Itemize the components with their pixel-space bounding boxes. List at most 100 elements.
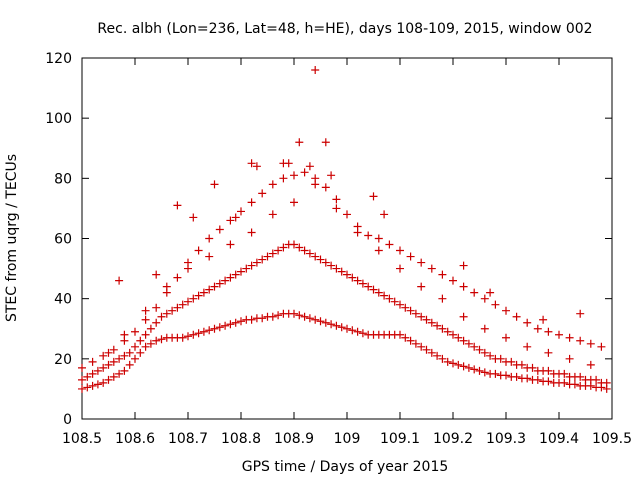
data-point <box>480 324 489 333</box>
data-point <box>168 306 177 315</box>
data-point <box>332 204 341 213</box>
data-point <box>369 192 378 201</box>
data-point <box>157 312 166 321</box>
data-point <box>380 210 389 219</box>
data-point <box>523 318 532 327</box>
data-point <box>438 294 447 303</box>
data-point <box>226 240 235 249</box>
data-point <box>194 291 203 300</box>
data-point <box>295 243 304 252</box>
data-point <box>464 339 473 348</box>
data-point <box>99 351 108 360</box>
data-point <box>327 320 336 329</box>
data-point <box>131 342 139 351</box>
data-point <box>99 363 108 372</box>
data-point <box>215 225 224 234</box>
data-point <box>316 317 325 326</box>
data-point <box>459 362 468 371</box>
data-point <box>438 324 447 333</box>
data-point <box>146 339 155 348</box>
data-point <box>295 311 304 320</box>
x-tick-label: 109.3 <box>486 431 526 447</box>
data-point <box>480 348 489 357</box>
data-point <box>178 300 187 309</box>
data-point <box>215 279 224 288</box>
data-point <box>348 326 357 335</box>
data-point <box>274 246 283 255</box>
data-point <box>184 332 192 341</box>
data-point <box>586 360 595 369</box>
data-point <box>544 366 553 375</box>
x-tick-label: 108.8 <box>221 431 261 447</box>
data-point <box>592 375 601 384</box>
data-point <box>433 321 442 330</box>
data-point <box>486 288 495 297</box>
data-point <box>290 171 298 180</box>
data-point <box>125 360 134 369</box>
data-point <box>358 329 367 338</box>
data-point <box>78 375 86 384</box>
data-point <box>226 216 235 225</box>
data-point <box>385 294 394 303</box>
data-point <box>390 297 399 306</box>
data-point <box>104 348 113 357</box>
data-point <box>406 252 415 261</box>
data-point <box>184 297 192 306</box>
data-point <box>464 363 473 372</box>
data-point <box>443 357 452 366</box>
data-point <box>438 270 447 279</box>
data-point <box>576 309 585 318</box>
data-point <box>104 360 113 369</box>
data-point <box>544 348 553 357</box>
data-point <box>533 375 542 384</box>
data-point <box>199 327 208 336</box>
data-point <box>173 303 182 312</box>
data-point <box>449 330 457 339</box>
data-point <box>279 174 288 183</box>
data-point <box>83 383 92 392</box>
data-point <box>449 359 457 368</box>
data-point <box>231 213 240 222</box>
data-point <box>486 351 495 360</box>
data-point <box>369 285 378 294</box>
data-point <box>427 318 436 327</box>
data-point <box>523 374 532 383</box>
data-point <box>268 180 277 189</box>
data-point <box>252 258 261 267</box>
data-point <box>459 282 468 291</box>
data-point <box>78 384 86 393</box>
data-point <box>576 336 585 345</box>
data-point <box>178 333 187 342</box>
data-point <box>173 273 182 282</box>
data-point <box>305 314 314 323</box>
data-point <box>152 336 161 345</box>
data-point <box>512 312 521 321</box>
data-point <box>502 371 510 380</box>
data-point <box>337 323 346 332</box>
data-point <box>353 228 362 237</box>
data-point <box>226 320 235 329</box>
data-point <box>290 198 298 207</box>
data-point <box>131 354 139 363</box>
data-point <box>189 213 198 222</box>
data-point <box>226 273 235 282</box>
data-point <box>417 342 426 351</box>
data-point <box>88 357 97 366</box>
data-point <box>374 246 383 255</box>
data-point <box>115 354 124 363</box>
data-point <box>443 327 452 336</box>
data-point <box>141 342 150 351</box>
data-point <box>247 261 256 270</box>
data-point <box>93 366 102 375</box>
data-point <box>311 180 320 189</box>
data-point <box>528 363 537 372</box>
x-axis-label: GPS time / Days of year 2015 <box>242 459 449 475</box>
data-point <box>93 380 102 389</box>
data-point <box>88 369 97 378</box>
data-point <box>141 315 150 324</box>
data-point <box>252 162 261 171</box>
data-point <box>194 246 203 255</box>
data-point <box>570 380 579 389</box>
